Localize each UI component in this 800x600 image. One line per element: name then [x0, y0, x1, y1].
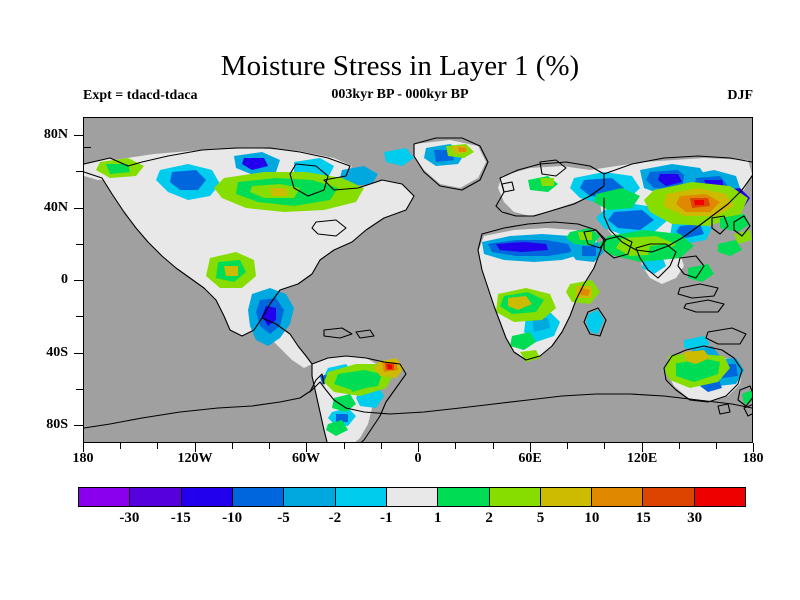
colorbar-tick--5: -5	[277, 510, 290, 526]
ytick-60S	[76, 389, 83, 390]
xtick-40W	[344, 443, 345, 449]
xlabel-60E: 60E	[518, 451, 542, 466]
xtick-80W	[269, 443, 270, 449]
colorbar-tick--30: -30	[119, 510, 140, 526]
xlabel-60W: 60W	[292, 451, 320, 466]
ytick-80S	[74, 425, 83, 426]
colorbar-cell-11	[643, 488, 695, 506]
colorbar-cell-1	[130, 488, 182, 506]
colorbar-cell-4	[284, 488, 336, 506]
coastline-layer	[84, 137, 752, 442]
colorbar-tick-2: 2	[485, 510, 493, 526]
xtick-60W	[306, 443, 307, 452]
experiment-label: Expt = tdacd-tdaca	[83, 88, 198, 103]
colorbar-cell-8	[489, 488, 541, 506]
xtick-20E	[455, 443, 456, 449]
colorbar-tick-10: 10	[584, 510, 600, 526]
colorbar-tick--1: -1	[380, 510, 393, 526]
ytick-20N	[76, 244, 83, 245]
ylabel-40N: 40N	[43, 200, 68, 215]
ytick-80N	[74, 135, 83, 136]
ylabel-80S: 80S	[46, 417, 68, 432]
ytick-20S	[76, 316, 83, 317]
colorbar-cell-0	[79, 488, 131, 506]
xlabel-120W: 120W	[177, 451, 213, 466]
xlabel-180E: 180	[742, 451, 764, 466]
ylabel-0: 0	[61, 272, 68, 287]
xtick-160W	[120, 443, 121, 449]
colorbar-cell-12	[694, 488, 746, 506]
ytick-0	[74, 280, 83, 281]
xtick-100E	[604, 443, 605, 449]
colorbar-cell-2	[181, 488, 233, 506]
colorbar-cell-10	[592, 488, 644, 506]
xlabel-0: 0	[414, 451, 422, 466]
map-plot-area	[83, 117, 753, 443]
colorbar-tick-1: 1	[433, 510, 442, 526]
ytick-60N	[76, 171, 83, 172]
page-title: Moisture Stress in Layer 1 (%)	[220, 50, 580, 82]
xtick-100W	[232, 443, 233, 449]
xtick-140E	[679, 443, 680, 449]
colorbar-cell-9	[540, 488, 593, 506]
ytick-40N	[74, 208, 83, 209]
world-map-canvas	[84, 137, 752, 442]
colorbar-tick--2: -2	[328, 510, 342, 526]
colorbar-tick-15: 15	[635, 510, 651, 526]
xtick-40E	[493, 443, 494, 449]
ytick-inner	[84, 147, 91, 148]
xlabel-180W: 180	[72, 451, 94, 466]
colorbar-cell-5	[335, 488, 387, 506]
colorbar-cell-7	[438, 488, 490, 506]
xtick-60E	[530, 443, 531, 452]
xtick-120E	[642, 443, 643, 452]
xtick-80E	[567, 443, 568, 449]
xlabel-120E: 120E	[626, 451, 658, 466]
xtick-20W	[381, 443, 382, 449]
colorbar-cell-6	[386, 488, 439, 506]
colorbar-tick-30: 30	[687, 510, 703, 526]
ylabel-80N: 80N	[43, 127, 68, 142]
map-layers	[84, 137, 752, 442]
xtick-120W	[195, 443, 196, 452]
xtick-180E	[753, 443, 754, 452]
xtick-180W	[83, 443, 84, 452]
colorbar-tick--15: -15	[170, 510, 191, 526]
xtick-0	[418, 443, 419, 452]
colorbar-cell-3	[232, 488, 285, 506]
ytick-40S	[74, 353, 83, 354]
season-label: DJF	[727, 88, 753, 103]
ylabel-40S: 40S	[46, 345, 68, 360]
xtick-160E	[716, 443, 717, 449]
colorbar-tick-5: 5	[536, 510, 545, 526]
chart-subtitle: 003kyr BP - 000kyr BP	[331, 87, 469, 102]
xtick-140W	[157, 443, 158, 449]
colorbar	[78, 487, 746, 507]
colorbar-tick--10: -10	[222, 510, 243, 526]
